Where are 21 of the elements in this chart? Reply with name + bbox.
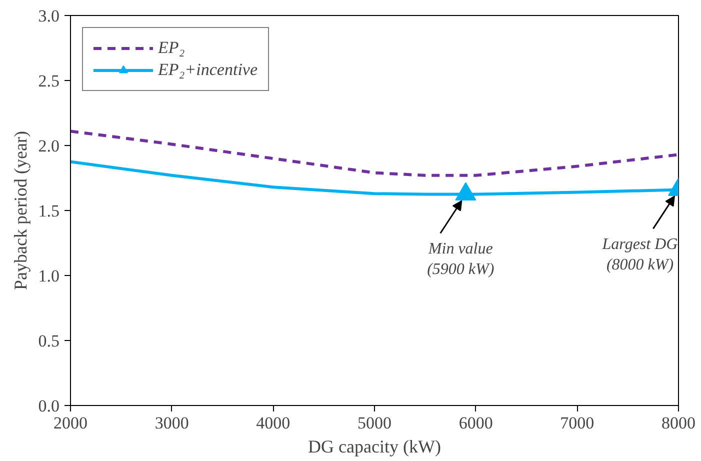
- legend-label: EP₂: [158, 38, 185, 58]
- y-tick-label: 1.0: [38, 266, 60, 286]
- x-tick-label: 8000: [662, 414, 696, 432]
- line-series: [70, 130, 678, 177]
- y-tick-label: 3.0: [38, 6, 60, 26]
- y-tick-label: 0.0: [38, 396, 60, 416]
- y-tick-label: 0.5: [38, 332, 60, 350]
- y-tick-label: 1.5: [38, 202, 60, 220]
- annotation: Largest DG (8000 kW): [601, 236, 678, 274]
- annotation: Min value (5900 kW): [427, 240, 494, 278]
- y-tick-label: 2.5: [38, 72, 60, 90]
- x-tick-label: 2000: [54, 414, 88, 432]
- x-tick-label: 3000: [154, 414, 189, 432]
- legend-label: EP₂+incentive: [158, 60, 258, 80]
- x-tick-label: 6000: [458, 414, 493, 432]
- y-axis-title: Payback period (year): [10, 131, 30, 290]
- x-tick-label: 5000: [358, 414, 392, 432]
- y-tick-label: 2.0: [38, 136, 60, 156]
- x-tick-label: 7000: [560, 414, 594, 432]
- x-tick-label: 4000: [256, 414, 290, 432]
- x-axis-title: DG capacity (kW): [308, 436, 441, 456]
